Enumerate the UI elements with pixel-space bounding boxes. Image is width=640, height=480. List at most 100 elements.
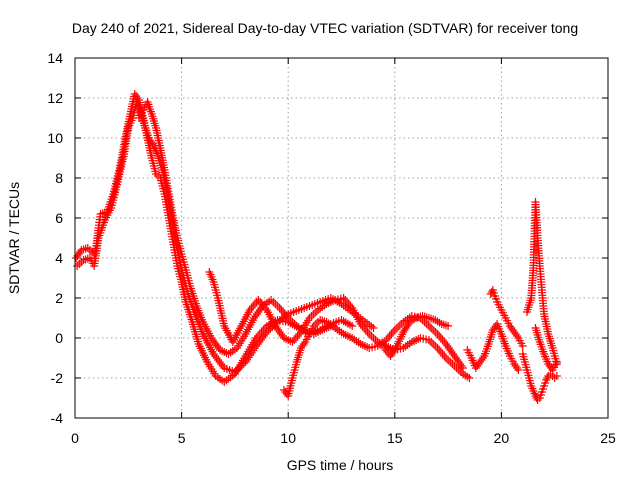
- y-tick-label: -2: [51, 370, 64, 386]
- x-tick-label: 25: [600, 430, 616, 446]
- data-point: [232, 366, 241, 375]
- data-point: [478, 354, 487, 362]
- data-point: [266, 324, 275, 333]
- data-point: [444, 322, 453, 330]
- data-point: [397, 320, 406, 328]
- data-point: [261, 330, 270, 338]
- data-point: [299, 340, 308, 348]
- data-point: [391, 344, 400, 352]
- x-tick-label: 10: [280, 430, 296, 446]
- plot-frame: [74, 57, 609, 419]
- data-point: [424, 314, 433, 322]
- data-point: [288, 338, 297, 346]
- x-axis-label: GPS time / hours: [287, 457, 394, 473]
- data-point: [295, 330, 304, 338]
- data-point: [383, 334, 392, 342]
- data-point: [431, 342, 440, 350]
- series-arc-10: [522, 198, 561, 368]
- y-tick-label: 12: [47, 90, 63, 106]
- data-point: [404, 320, 413, 328]
- data-point: [387, 330, 396, 338]
- data-point: [435, 332, 444, 340]
- data-point: [273, 302, 282, 310]
- data-point: [395, 322, 404, 330]
- data-point: [247, 304, 256, 312]
- data-point: [307, 312, 316, 320]
- data-point: [433, 344, 442, 352]
- data-point: [239, 359, 248, 368]
- axis-ticks: [74, 57, 609, 419]
- data-point: [457, 362, 466, 370]
- data-point: [316, 316, 325, 324]
- data-point: [369, 334, 378, 342]
- data-point: [293, 332, 302, 340]
- data-point: [343, 332, 352, 340]
- data-point: [433, 330, 442, 338]
- data-point: [514, 366, 523, 374]
- series-arc-2: [73, 98, 378, 376]
- data-point: [440, 352, 449, 360]
- x-tick-label: 5: [178, 430, 186, 446]
- series-arc-9: [518, 350, 561, 404]
- series-arc-3: [134, 98, 335, 358]
- data-point: [291, 334, 300, 342]
- data-point: [369, 324, 378, 332]
- data-point: [346, 302, 355, 310]
- data-point: [73, 262, 82, 270]
- data-point: [279, 308, 288, 316]
- data-point: [360, 324, 369, 332]
- data-point: [257, 300, 266, 308]
- data-point: [275, 304, 284, 312]
- data-point: [446, 358, 455, 366]
- series-arc-7: [463, 320, 523, 374]
- series-arc-5: [279, 312, 468, 400]
- data-point: [441, 354, 450, 362]
- data-point: [367, 332, 376, 340]
- y-tick-label: 2: [55, 290, 63, 306]
- data-point: [552, 372, 561, 380]
- data-point: [550, 374, 559, 382]
- data-point: [389, 328, 398, 336]
- series-arc-6: [380, 312, 453, 360]
- data-point: [254, 296, 263, 304]
- y-tick-label: 0: [55, 330, 63, 346]
- data-point: [436, 334, 445, 342]
- data-point: [390, 326, 399, 334]
- y-tick-label: 14: [47, 50, 63, 66]
- data-point: [245, 306, 254, 314]
- data-point: [218, 362, 227, 370]
- data-point: [269, 298, 278, 306]
- data-point: [429, 326, 438, 334]
- data-point: [385, 332, 394, 340]
- x-tick-label: 15: [387, 430, 403, 446]
- grid-lines: [75, 58, 608, 418]
- data-point: [249, 302, 258, 310]
- data-point: [341, 296, 350, 304]
- data-point: [465, 374, 474, 382]
- data-point: [361, 326, 370, 334]
- data-point: [513, 364, 522, 372]
- data-point: [230, 368, 239, 376]
- data-point: [79, 256, 88, 264]
- data-point: [280, 310, 289, 318]
- data-point: [309, 310, 318, 318]
- series-arc-4: [205, 268, 474, 382]
- data-point: [83, 244, 92, 252]
- data-point: [424, 322, 433, 330]
- data-point: [382, 336, 391, 344]
- data-point: [314, 318, 323, 326]
- data-point: [344, 300, 353, 308]
- data-point: [360, 342, 369, 350]
- data-point: [513, 332, 522, 340]
- data-point: [418, 312, 427, 320]
- y-tick-label: -4: [51, 410, 64, 426]
- data-point: [236, 363, 245, 371]
- data-point: [259, 302, 268, 310]
- data-point: [552, 358, 561, 366]
- data-point: [282, 312, 291, 320]
- tick-labels: 0 5 10 15 20 25 -4 -2 0 2 4 6 8 10 12 14: [47, 50, 616, 446]
- data-point: [365, 330, 374, 338]
- series-arc-11: [531, 324, 561, 374]
- y-axis-label: SDTVAR / TECUs: [6, 182, 22, 294]
